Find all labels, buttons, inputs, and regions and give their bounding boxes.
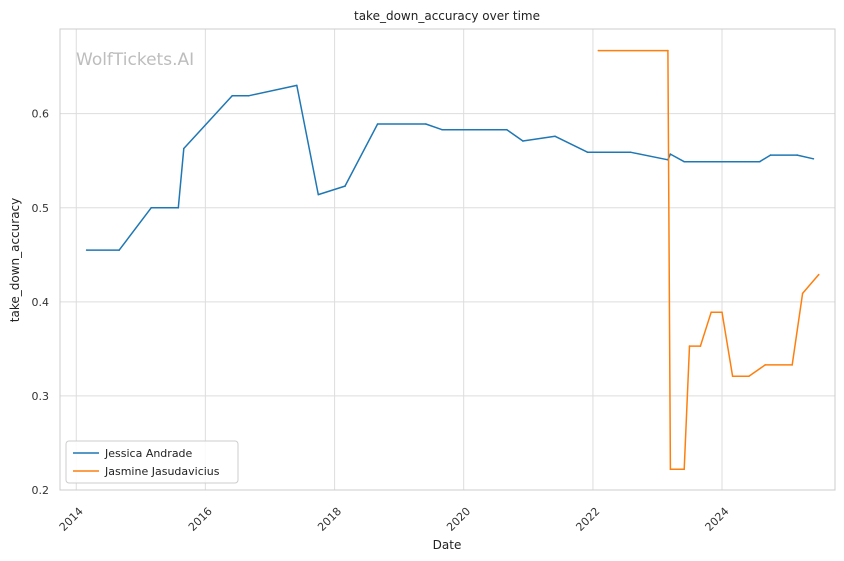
x-axis-label: Date: [433, 538, 462, 552]
data-point-0-6: [247, 95, 250, 97]
x-tick-label: 2014: [57, 505, 86, 534]
data-point-0-24: [812, 158, 815, 160]
data-point-1-11: [791, 364, 793, 366]
data-point-0-17: [629, 151, 632, 153]
data-point-0-1: [118, 249, 120, 251]
data-point-0-20: [683, 160, 685, 163]
x-tick-label: 2018: [315, 505, 344, 534]
y-axis-ticks: 0.2 0.3 0.4 0.5 0.6: [32, 108, 50, 497]
data-point-0-4: [183, 147, 185, 150]
x-axis-ticks: 2014 2016 2018 2020 2022 2024: [57, 505, 732, 534]
data-point-0-23: [796, 154, 798, 156]
data-point-1-3: [683, 468, 685, 471]
data-point-1-12: [801, 292, 804, 295]
data-point-0-22: [769, 154, 772, 156]
data-point-0-15: [554, 135, 556, 138]
legend: Jessica Andrade Jasmine Jasudavicius: [65, 440, 239, 484]
data-point-1-7: [721, 311, 723, 314]
data-point-0-8: [317, 193, 320, 196]
data-point-0-7: [296, 84, 298, 87]
data-point-0-0: [85, 249, 88, 251]
data-point-0-12: [441, 128, 443, 131]
data-point-0-10: [376, 123, 379, 125]
data-point-1-5: [699, 345, 702, 347]
y-axis-label: take_down_accuracy: [8, 198, 22, 322]
data-point-0-16: [586, 151, 589, 153]
data-point-1-10: [764, 364, 766, 366]
chart-title: take_down_accuracy over time: [354, 9, 540, 23]
y-tick-label: 0.3: [32, 390, 50, 403]
grid: [60, 29, 835, 491]
data-point-0-13: [506, 128, 508, 131]
series-line-1: [598, 49, 820, 471]
data-point-1-13: [817, 273, 820, 276]
data-point-0-11: [425, 123, 427, 125]
plot-frame: [59, 28, 836, 491]
data-point-0-21: [758, 160, 761, 163]
x-tick-label: 2022: [573, 505, 602, 534]
legend-box: [65, 440, 239, 484]
y-tick-label: 0.4: [32, 296, 50, 309]
data-point-1-8: [731, 375, 734, 378]
data-point-0-9: [344, 185, 346, 187]
series-line-0: [86, 84, 814, 251]
x-tick-label: 2024: [703, 505, 732, 534]
data-point-0-3: [177, 207, 180, 209]
data-point-0-14: [522, 140, 524, 142]
data-point-1-1: [667, 49, 669, 52]
series-lines: [85, 49, 820, 471]
data-point-0-19: [669, 153, 672, 155]
y-tick-label: 0.2: [32, 484, 50, 497]
data-point-1-2: [669, 468, 672, 471]
data-point-0-2: [150, 207, 152, 209]
watermark: WolfTickets.AI: [76, 50, 194, 70]
legend-label-jessica: Jessica Andrade: [104, 447, 193, 460]
data-point-1-9: [748, 375, 750, 378]
data-point-1-4: [688, 345, 691, 347]
data-point-1-0: [597, 49, 600, 52]
y-tick-label: 0.6: [32, 108, 50, 121]
y-tick-label: 0.5: [32, 202, 50, 215]
data-point-0-5: [231, 95, 233, 97]
legend-label-jasmine: Jasmine Jasudavicius: [104, 465, 220, 478]
data-point-1-6: [710, 311, 712, 314]
x-tick-label: 2016: [186, 505, 215, 534]
x-tick-label: 2020: [444, 505, 473, 534]
